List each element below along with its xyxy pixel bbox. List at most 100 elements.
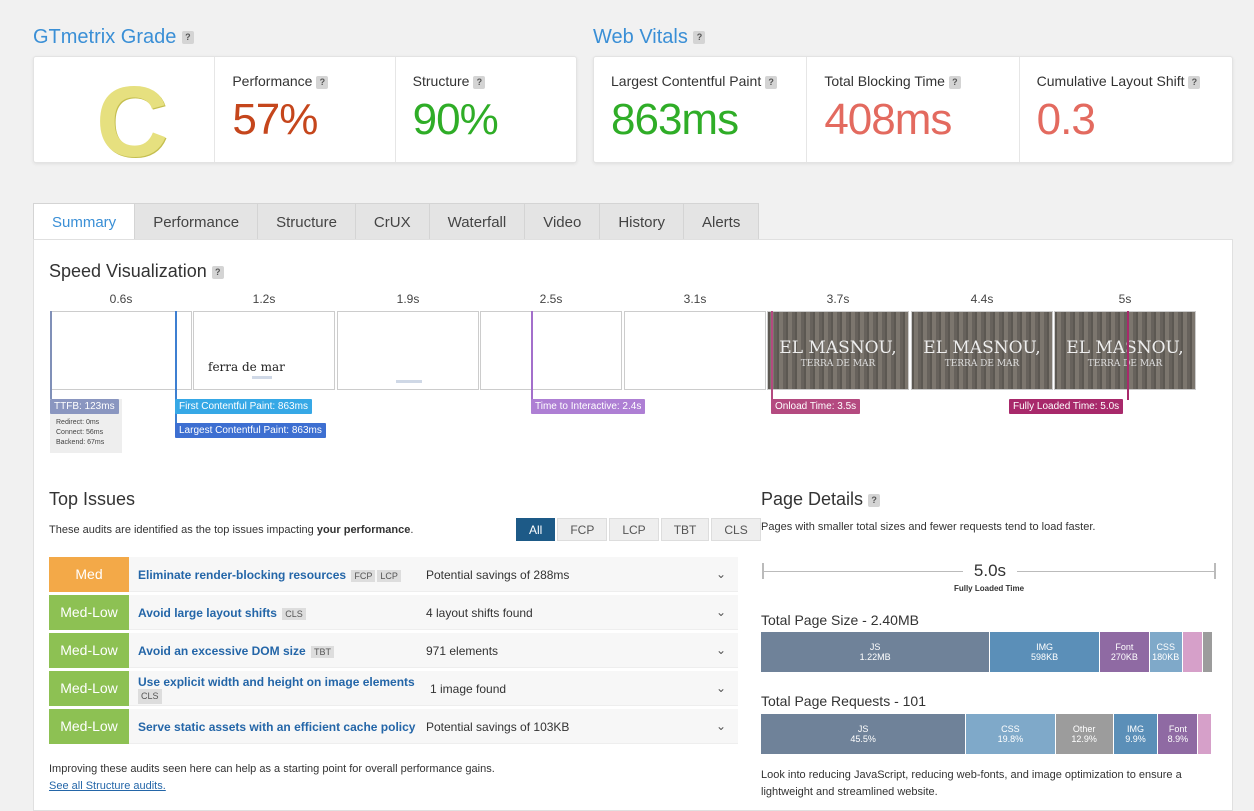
structure-value: 90% <box>412 95 499 144</box>
help-icon[interactable]: ? <box>181 31 194 45</box>
issue-title-text[interactable]: Avoid an excessive DOM size <box>138 644 306 658</box>
page-details-title: Page Details ? <box>761 489 881 510</box>
help-icon[interactable]: ? <box>693 31 706 45</box>
tag: CLS <box>138 689 162 704</box>
report-tabs: Summary Performance Structure CrUX Water… <box>33 203 760 240</box>
segment-value: 45.5% <box>850 734 876 744</box>
tab-crux[interactable]: CrUX <box>354 203 430 240</box>
tab-performance[interactable]: Performance <box>134 203 259 240</box>
web-vitals-title-text: Web Vitals <box>593 26 688 48</box>
filter-fcp[interactable]: FCP <box>557 518 608 541</box>
intro-bold: your performance <box>316 524 411 536</box>
timeline-end-tick <box>1214 563 1216 579</box>
issue-title-text[interactable]: Use explicit width and height on image e… <box>138 675 415 689</box>
issue-title-text[interactable]: Eliminate render-blocking resources <box>138 568 347 582</box>
bar-segment[interactable]: IMG 598KB <box>990 632 1100 672</box>
bar-segment[interactable] <box>1198 714 1212 754</box>
filmstrip-frame[interactable] <box>624 311 766 390</box>
filter-all[interactable]: All <box>516 518 556 541</box>
tab-waterfall[interactable]: Waterfall <box>428 203 526 240</box>
tab-structure[interactable]: Structure <box>257 203 356 240</box>
tab-alerts[interactable]: Alerts <box>682 203 760 240</box>
timestamp: 4.4s <box>970 292 994 306</box>
bar-segment[interactable]: Font 8.9% <box>1158 714 1199 754</box>
issue-row[interactable]: Med-Low Serve static assets with an effi… <box>49 709 738 744</box>
help-icon[interactable]: ? <box>765 75 778 89</box>
frame-text: ferra de mar <box>208 360 285 374</box>
help-icon[interactable]: ? <box>868 493 881 507</box>
segment-value: 19.8% <box>997 734 1024 744</box>
top-issues-intro: These audits are identified as the top i… <box>49 524 413 536</box>
filmstrip-frame[interactable]: EL MASNOU, TERRA DE MAR <box>767 311 909 390</box>
severity-badge: Med-Low <box>49 709 129 744</box>
tab-history[interactable]: History <box>599 203 684 240</box>
filmstrip-frame[interactable]: EL MASNOU, TERRA DE MAR <box>1054 311 1196 390</box>
filter-cls[interactable]: CLS <box>711 518 761 541</box>
chevron-down-icon[interactable]: ⌄ <box>715 719 727 733</box>
help-icon[interactable]: ? <box>1188 75 1201 89</box>
tbt-label: Total Blocking Time ? <box>824 73 1018 89</box>
issue-row[interactable]: Med Eliminate render-blocking resources … <box>49 557 738 592</box>
help-icon[interactable]: ? <box>473 75 486 89</box>
tab-video[interactable]: Video <box>524 203 601 240</box>
bar-segment[interactable]: JS 45.5% <box>761 714 967 754</box>
segment-name: Other <box>1072 724 1096 734</box>
chevron-down-icon[interactable]: ⌄ <box>715 643 727 657</box>
cls-cell: Cumulative Layout Shift ? 0.3 <box>1020 57 1232 162</box>
issue-row[interactable]: Med-Low Avoid an excessive DOM size TBT … <box>49 633 738 668</box>
bar-segment[interactable]: IMG 9.9% <box>1113 714 1159 754</box>
filmstrip-frame[interactable]: ferra de mar <box>193 311 335 390</box>
issue-title-text[interactable]: Avoid large layout shifts <box>138 606 277 620</box>
cls-label: Cumulative Layout Shift ? <box>1037 73 1232 89</box>
bar-segment[interactable]: Other 12.9% <box>1055 714 1114 754</box>
chevron-down-icon[interactable]: ⌄ <box>715 681 727 695</box>
bar-segment[interactable] <box>1182 632 1204 672</box>
bar-segment[interactable]: CSS 180KB <box>1149 632 1183 672</box>
segment-name: JS <box>857 724 869 734</box>
tag: FCP <box>351 569 376 582</box>
performance-label-text: Performance <box>232 73 313 89</box>
structure-cell: Structure ? 90% <box>396 57 576 162</box>
tbt-cell: Total Blocking Time ? 408ms <box>807 57 1020 162</box>
issue-filter: All FCP LCP TBT CLS <box>516 518 763 541</box>
issue-title[interactable]: Serve static assets with an efficient ca… <box>138 720 416 734</box>
severity-badge: Med <box>49 557 129 592</box>
tti-label: Time to Interactive: 2.4s <box>531 399 646 414</box>
help-icon[interactable]: ? <box>316 75 329 89</box>
bar-segment[interactable]: JS 1.22MB <box>761 632 991 672</box>
bar-segment[interactable]: Font 270KB <box>1099 632 1150 672</box>
filmstrip-frame[interactable] <box>480 311 622 390</box>
filmstrip-frame[interactable]: EL MASNOU, TERRA DE MAR <box>911 311 1053 390</box>
fully-loaded-caption: Fully Loaded Time <box>953 584 1025 593</box>
issue-title[interactable]: Eliminate render-blocking resources FCP L… <box>138 568 401 582</box>
help-icon[interactable]: ? <box>948 75 961 89</box>
filmstrip-frame[interactable] <box>337 311 479 390</box>
cls-label-text: Cumulative Layout Shift <box>1036 73 1185 89</box>
segment-value: 12.9% <box>1071 734 1097 744</box>
segment-name: Font <box>1115 642 1134 652</box>
bar-segment[interactable] <box>1203 632 1213 672</box>
filmstrip-frame[interactable] <box>50 311 192 390</box>
fcp-label: First Contentful Paint: 863ms <box>175 399 312 414</box>
issue-row[interactable]: Med-Low Avoid large layout shifts CLS 4 … <box>49 595 738 630</box>
structure-label: Structure ? <box>413 73 576 89</box>
timestamp: 0.6s <box>109 292 133 306</box>
chevron-down-icon[interactable]: ⌄ <box>715 567 727 581</box>
bar-segment[interactable]: CSS 19.8% <box>966 714 1056 754</box>
issue-title[interactable]: Avoid large layout shifts CLS <box>138 606 306 620</box>
chevron-down-icon[interactable]: ⌄ <box>715 605 727 619</box>
fcp-marker <box>175 311 177 424</box>
filter-lcp[interactable]: LCP <box>609 518 659 541</box>
page-details-intro: Pages with smaller total sizes and fewer… <box>761 521 1096 533</box>
issue-row[interactable]: Med-Low Use explicit width and height on… <box>49 671 738 706</box>
issue-title[interactable]: Use explicit width and height on image e… <box>138 676 415 704</box>
tag: TBT <box>310 645 334 658</box>
total-page-requests-title: Total Page Requests - 101 <box>761 693 926 709</box>
help-icon[interactable]: ? <box>211 265 224 279</box>
issue-description: 4 layout shifts found <box>426 606 533 620</box>
filter-tbt[interactable]: TBT <box>660 518 710 541</box>
issue-title[interactable]: Avoid an excessive DOM size TBT <box>138 644 334 658</box>
onload-label: Onload Time: 3.5s <box>771 399 861 414</box>
structure-audits-link[interactable]: See all Structure audits. <box>49 780 166 792</box>
tab-summary[interactable]: Summary <box>33 203 136 240</box>
